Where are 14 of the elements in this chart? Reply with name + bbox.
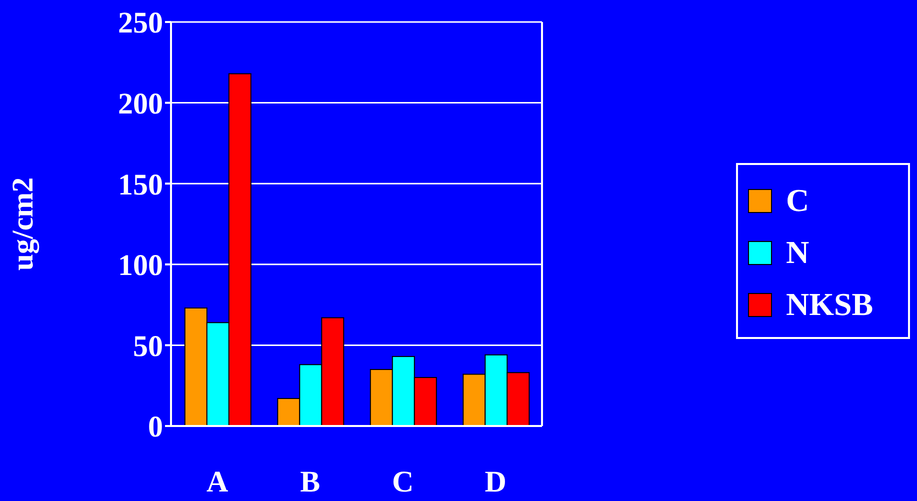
y-tick-label: 200 — [118, 87, 163, 120]
legend-label: NKSB — [786, 286, 874, 323]
x-tick-label: B — [300, 465, 320, 498]
y-tick-label: 0 — [148, 410, 163, 444]
x-tick-label: A — [206, 465, 229, 498]
legend-label: N — [786, 234, 810, 271]
legend-label: C — [786, 182, 810, 219]
y-tick-label: 50 — [133, 330, 163, 363]
x-tick-label: D — [484, 465, 506, 498]
y-tick-label: 100 — [118, 249, 163, 282]
y-tick-label: 150 — [118, 168, 163, 202]
y-axis-title: ug/cm2 — [6, 177, 40, 271]
y-tick-label: 250 — [118, 6, 163, 40]
x-tick-label: C — [392, 465, 414, 498]
